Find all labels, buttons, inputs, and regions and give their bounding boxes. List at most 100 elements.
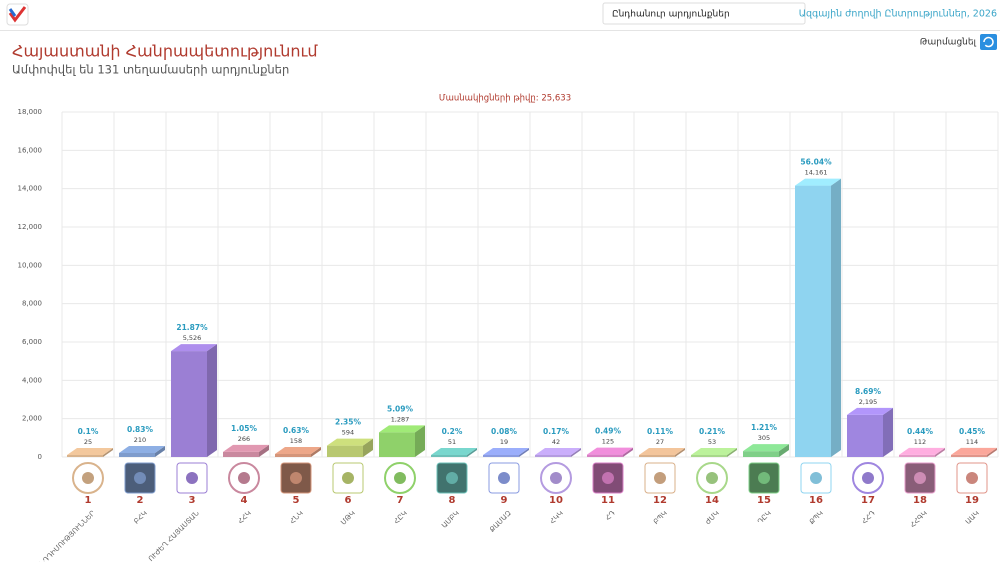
value-label: 14,161	[805, 169, 828, 177]
bar	[67, 448, 113, 457]
logo-mark	[238, 472, 250, 484]
bar-top	[171, 344, 217, 352]
value-label: 158	[290, 437, 302, 445]
bar-side	[311, 446, 321, 457]
party-logo	[176, 462, 208, 494]
logo[interactable]	[6, 3, 29, 26]
bar-front	[743, 451, 779, 457]
x-tick-label: 14	[705, 495, 719, 506]
party-name: ՀԸԿ	[392, 509, 408, 525]
bar	[535, 448, 581, 457]
logo-mark	[654, 472, 666, 484]
bar-top	[691, 448, 737, 455]
dropdown-label[interactable]: Ընդհանուր արդյունքներ	[612, 10, 730, 20]
x-tick-label: 17	[861, 495, 875, 506]
bar-side	[467, 448, 477, 457]
logo-mark	[82, 472, 94, 484]
party-name: ՔՊԿ	[808, 509, 825, 526]
x-tick-label: 10	[549, 495, 563, 506]
logo-mark	[602, 472, 614, 484]
bar	[691, 448, 737, 457]
bar	[379, 425, 425, 457]
value-label: 125	[602, 438, 614, 446]
percentage-label: 2.35%	[335, 418, 362, 427]
logo-mark	[394, 472, 406, 484]
refresh-label[interactable]: Թարմացնել	[920, 38, 977, 48]
x-tick-label: 1	[85, 495, 92, 506]
bar-side	[831, 178, 841, 458]
value-label: 25	[84, 438, 92, 446]
bar-top	[899, 447, 945, 455]
value-label: 19	[500, 438, 508, 446]
percentage-label: 0.2%	[442, 427, 463, 436]
bar	[951, 447, 997, 457]
party-logo	[436, 462, 468, 494]
party-logo	[852, 462, 884, 494]
logo-mark	[862, 472, 874, 484]
bar-front	[639, 455, 675, 457]
x-tick-label: 11	[601, 495, 615, 506]
election-link[interactable]: Ազգային ժողովի Ընտրություններ, 2026	[799, 9, 997, 20]
bar	[899, 447, 945, 457]
refresh-button[interactable]	[980, 34, 997, 50]
value-label: 112	[914, 438, 926, 446]
bar-side	[519, 448, 529, 457]
y-tick-label: 8,000	[22, 300, 42, 308]
x-tick-label: 7	[397, 495, 404, 506]
value-label: 114	[966, 438, 978, 446]
y-tick-label: 0	[38, 453, 42, 461]
x-tick-label: 8	[449, 495, 456, 506]
bar-top	[119, 445, 165, 453]
bar-front	[535, 455, 571, 457]
party-logo	[384, 462, 416, 494]
y-tick-label: 14,000	[18, 185, 43, 193]
party-name: ԱՄԲԿ	[440, 509, 461, 530]
percentage-label: 0.1%	[78, 427, 99, 436]
percentage-label: 0.17%	[543, 427, 570, 436]
value-label: 53	[708, 438, 716, 446]
y-tick-label: 16,000	[18, 146, 43, 154]
bar	[587, 447, 633, 457]
logo-mark	[134, 472, 146, 484]
bar	[171, 344, 217, 457]
y-tick-label: 12,000	[18, 223, 43, 231]
bar-front	[847, 414, 883, 457]
party-name: ՀՆԿ	[288, 509, 304, 525]
bar-front	[379, 432, 415, 457]
bar-top	[847, 407, 893, 415]
bar-front	[223, 451, 259, 457]
bar-side	[779, 444, 789, 457]
bar-top	[223, 444, 269, 452]
party-logo	[280, 462, 312, 494]
bar-top	[275, 446, 321, 454]
bar-front	[431, 455, 467, 457]
bar	[847, 407, 893, 457]
annotation: Մասնակիցների թիվը: 25,633	[439, 94, 571, 104]
x-tick-label: 5	[293, 495, 300, 506]
percentage-label: 5.09%	[387, 404, 414, 413]
y-tick-label: 10,000	[18, 261, 43, 269]
bar	[119, 445, 165, 457]
bar-top	[379, 425, 425, 433]
bar-side	[727, 448, 737, 457]
value-label: 210	[134, 436, 146, 444]
bar-top	[639, 448, 685, 455]
party-name: ՔԱՄԱԶ	[488, 509, 513, 534]
x-tick-label: 18	[913, 495, 927, 506]
bar-side	[571, 448, 581, 457]
logo-mark	[342, 472, 354, 484]
bar	[431, 448, 477, 457]
bar-front	[951, 454, 987, 457]
bar-front	[899, 454, 935, 457]
logo-mark	[186, 472, 198, 484]
party-logo	[124, 462, 156, 494]
y-tick-label: 6,000	[22, 338, 42, 346]
party-logo	[904, 462, 936, 494]
bar-front	[483, 455, 519, 457]
dropdown[interactable]	[602, 2, 806, 25]
y-tick-label: 4,000	[22, 376, 42, 384]
logo-mark	[810, 472, 822, 484]
bar-side	[883, 407, 893, 457]
bar-top	[483, 448, 529, 455]
